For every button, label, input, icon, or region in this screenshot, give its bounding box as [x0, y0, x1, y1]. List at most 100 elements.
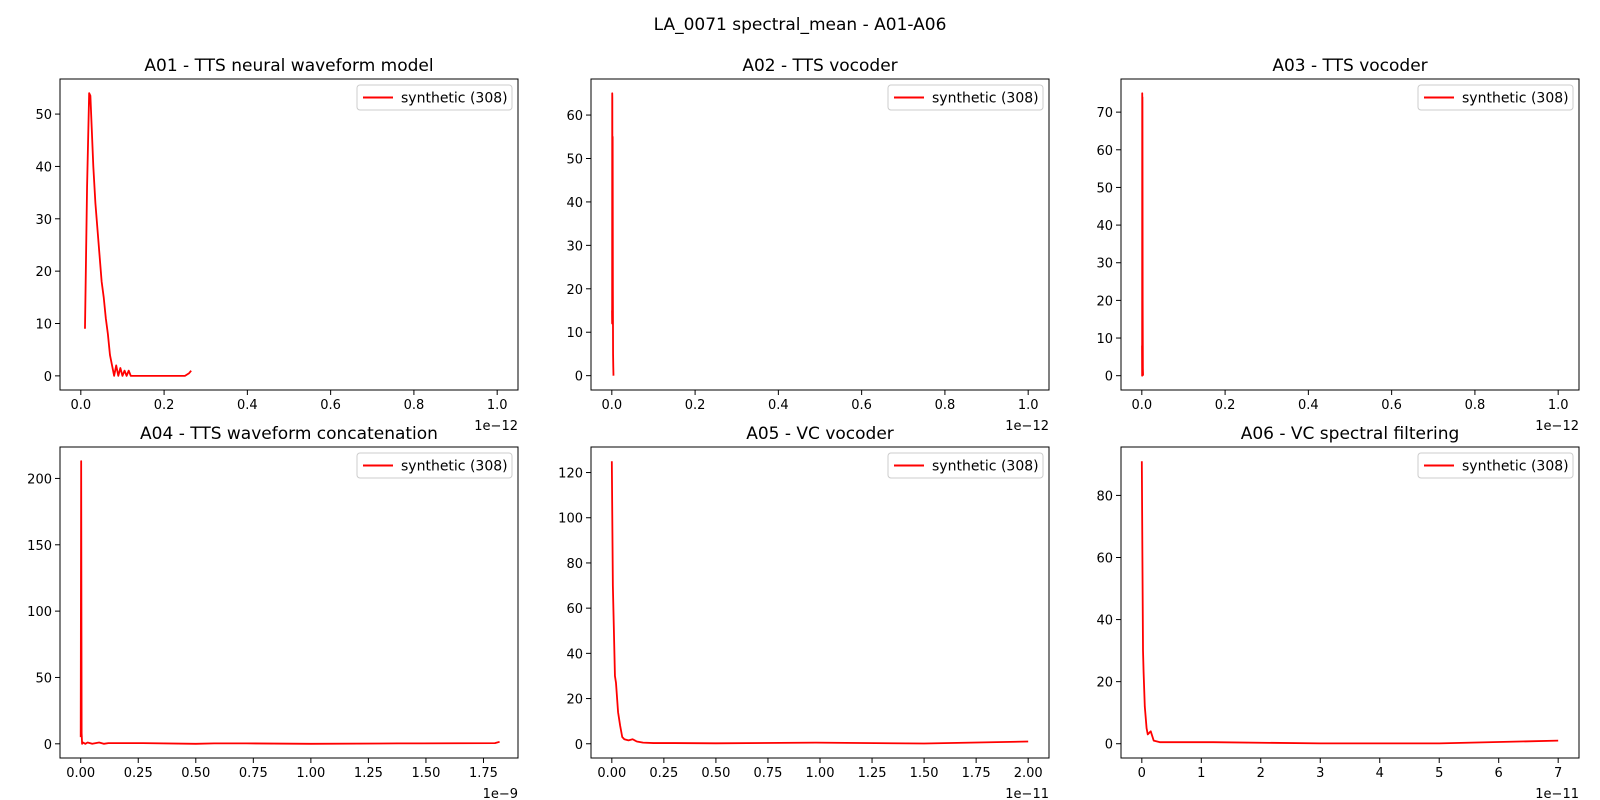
y-tick-label: 40 [566, 196, 583, 211]
y-tick-label: 20 [1096, 294, 1113, 309]
y-tick-label: 100 [27, 605, 52, 620]
x-tick-label: 0.6 [851, 398, 872, 413]
x-tick-label: 0.2 [154, 398, 175, 413]
subplot-5: A05 - VC vocoder 0.00 0.25 0.50 0.75 1.00 1.25… [558, 424, 1050, 800]
x-tick-label: 0.00 [66, 766, 95, 781]
legend-box [356, 452, 513, 479]
x-tick-label: 1.50 [910, 766, 939, 781]
subplot-2: A02 - TTS vocoder 0.0 0.2 0.4 0.6 0.8 1.0 0 10 20… [566, 56, 1050, 434]
x-tick-label: 0.4 [237, 398, 258, 413]
y-tick-label: 20 [1096, 676, 1113, 691]
y-tick-label: 30 [566, 239, 583, 254]
subplot-3: A03 - TTS vocoder 0.0 0.2 0.4 0.6 0.8 1.0 0 10 20… [1096, 56, 1580, 434]
legend-label: synthetic (308) [1462, 459, 1569, 475]
y-tick-label: 0 [1105, 738, 1113, 753]
plot-frame [590, 78, 1050, 391]
x-offset-label: 1e−12 [1535, 419, 1579, 434]
x-tick-label: 1.00 [296, 766, 325, 781]
series-line-1 [1140, 461, 1559, 745]
legend-box [1417, 452, 1574, 479]
y-tick-label: 20 [566, 693, 583, 708]
legend-label: synthetic (308) [932, 459, 1039, 475]
x-tick-label: 1.0 [1018, 398, 1039, 413]
subplot-4: A04 - TTS waveform concatenation 0.00 0.25… [27, 424, 519, 800]
x-offset-label: 1e−11 [1005, 787, 1049, 800]
series-line-1 [79, 460, 500, 745]
x-tick-label: 0.6 [1381, 398, 1402, 413]
subplot-title: A06 - VC spectral filtering [1241, 424, 1460, 444]
x-tick-label: 0.50 [701, 766, 730, 781]
x-tick-label: 3 [1316, 766, 1324, 781]
x-tick-label: 0.75 [239, 766, 268, 781]
subplot-1: A01 - TTS neural waveform model 0.0 0.2 0.4… [35, 56, 519, 434]
y-tick-label: 50 [35, 108, 52, 123]
y-tick-label: 50 [1096, 181, 1113, 196]
x-offset-label: 1e−12 [1005, 419, 1049, 434]
y-tick-label: 20 [566, 283, 583, 298]
legend-label: synthetic (308) [401, 91, 508, 107]
plot-frame [1120, 78, 1580, 391]
y-tick-label: 40 [1096, 614, 1113, 629]
x-tick-label: 0.25 [124, 766, 153, 781]
subplot-title: A02 - TTS vocoder [742, 56, 897, 76]
x-tick-label: 0.2 [1215, 398, 1236, 413]
y-tick-label: 80 [1096, 489, 1113, 504]
x-tick-label: 0.00 [597, 766, 626, 781]
x-tick-label: 0.8 [1465, 398, 1486, 413]
x-tick-label: 0.0 [70, 398, 91, 413]
x-tick-label: 6 [1495, 766, 1503, 781]
x-tick-label: 7 [1554, 766, 1562, 781]
x-tick-label: 5 [1435, 766, 1443, 781]
x-tick-label: 0.8 [935, 398, 956, 413]
y-tick-label: 60 [566, 109, 583, 124]
y-tick-label: 30 [1096, 257, 1113, 272]
legend-label: synthetic (308) [932, 91, 1039, 107]
y-tick-label: 150 [27, 539, 52, 554]
plot-frame [590, 446, 1050, 759]
y-tick-label: 0 [1105, 370, 1113, 385]
y-tick-label: 30 [35, 213, 52, 228]
legend: synthetic (308) [356, 452, 513, 479]
x-tick-label: 0.6 [320, 398, 341, 413]
y-tick-label: 60 [1096, 144, 1113, 159]
x-tick-label: 1.75 [962, 766, 991, 781]
x-tick-label: 1.0 [487, 398, 508, 413]
legend-box [356, 84, 513, 111]
x-tick-label: 1.25 [858, 766, 887, 781]
series-line-1 [84, 92, 192, 377]
y-tick-label: 10 [566, 326, 583, 341]
legend: synthetic (308) [1417, 84, 1574, 111]
series-line-1 [1141, 92, 1144, 377]
y-tick-label: 40 [566, 647, 583, 662]
y-tick-label: 20 [35, 265, 52, 280]
y-tick-label: 80 [566, 557, 583, 572]
series-line-1 [610, 461, 1029, 745]
x-tick-label: 1.0 [1548, 398, 1569, 413]
legend-box [887, 84, 1044, 111]
y-tick-label: 200 [27, 472, 52, 487]
x-tick-label: 1.50 [411, 766, 440, 781]
x-tick-label: 0.0 [601, 398, 622, 413]
y-tick-label: 40 [35, 160, 52, 175]
x-tick-label: 0.25 [649, 766, 678, 781]
subplot-title: A05 - VC vocoder [746, 424, 894, 444]
series-line-1 [611, 92, 615, 376]
x-tick-label: 0.0 [1131, 398, 1152, 413]
legend: synthetic (308) [356, 84, 513, 111]
legend: synthetic (308) [887, 84, 1044, 111]
y-tick-label: 0 [44, 738, 52, 753]
subplot-title: A01 - TTS neural waveform model [144, 56, 433, 76]
subplot-title: A03 - TTS vocoder [1272, 56, 1427, 76]
x-tick-label: 0 [1138, 766, 1146, 781]
x-tick-label: 2.00 [1014, 766, 1043, 781]
y-tick-label: 10 [1096, 332, 1113, 347]
y-tick-label: 10 [35, 318, 52, 333]
subplot-title: A04 - TTS waveform concatenation [140, 424, 438, 444]
x-tick-label: 1.75 [469, 766, 498, 781]
x-tick-label: 0.4 [768, 398, 789, 413]
y-tick-label: 70 [1096, 106, 1113, 121]
plot-frame [59, 446, 519, 759]
x-tick-label: 2 [1257, 766, 1265, 781]
x-offset-label: 1e−9 [483, 787, 518, 800]
